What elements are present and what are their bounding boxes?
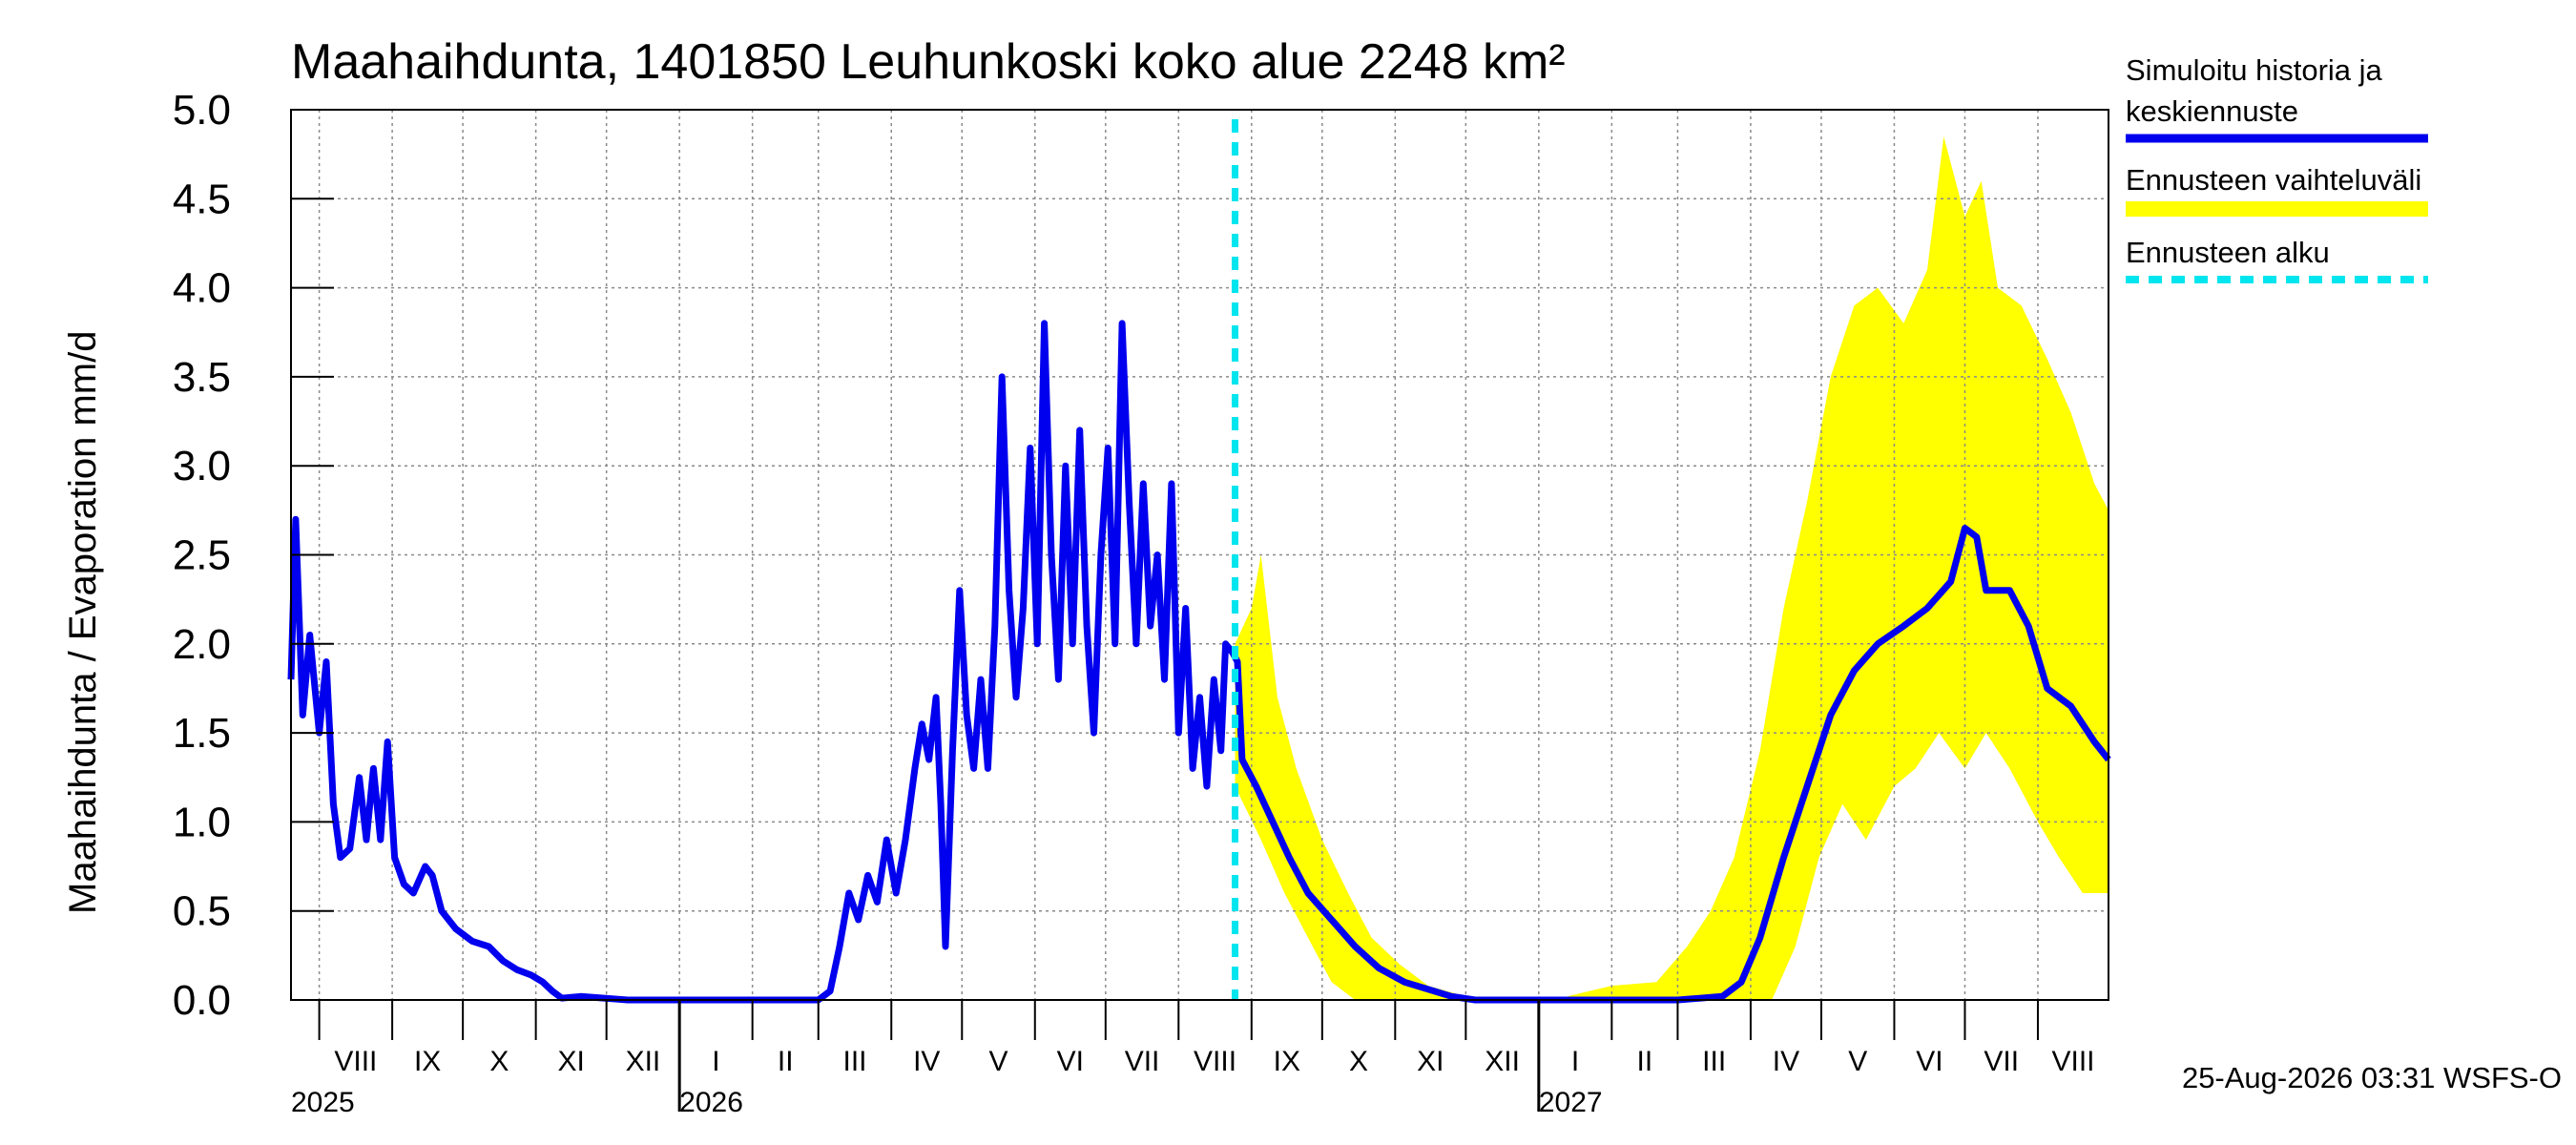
x-month-label: VIII bbox=[1194, 1046, 1236, 1077]
x-month-label: X bbox=[1349, 1046, 1368, 1077]
y-tick-label: 0.5 bbox=[173, 888, 231, 935]
x-month-label: VIII bbox=[2051, 1046, 2094, 1077]
x-year-label: 2027 bbox=[1539, 1087, 1603, 1118]
x-month-label: VI bbox=[1057, 1046, 1084, 1077]
x-year-label: 2026 bbox=[679, 1087, 743, 1118]
x-month-label: V bbox=[1848, 1046, 1867, 1077]
x-month-label: XII bbox=[1485, 1046, 1520, 1077]
x-month-label: VII bbox=[1125, 1046, 1160, 1077]
y-tick-label: 3.0 bbox=[173, 443, 231, 489]
legend-label-band: Ennusteen vaihteluväli bbox=[2126, 163, 2421, 197]
x-month-label: II bbox=[1637, 1046, 1653, 1077]
x-month-label: XI bbox=[1417, 1046, 1444, 1077]
y-tick-label: 1.5 bbox=[173, 710, 231, 757]
y-tick-label: 0.0 bbox=[173, 977, 231, 1024]
timestamp-footer: 25-Aug-2026 03:31 WSFS-O bbox=[2182, 1061, 2562, 1094]
y-tick-label: 2.0 bbox=[173, 621, 231, 668]
legend-label-line: Simuloitu historia ja bbox=[2126, 53, 2383, 87]
y-axis-label: Maahaihdunta / Evaporation mm/d bbox=[62, 331, 104, 914]
legend-label-line: keskiennuste bbox=[2126, 94, 2298, 128]
legend: Simuloitu historia ja keskiennuste Ennuste… bbox=[2126, 53, 2428, 283]
legend-label-forecast: Ennusteen alku bbox=[2126, 236, 2330, 269]
chart-title: Maahaihdunta, 1401850 Leuhunkoski koko a… bbox=[291, 34, 1566, 90]
y-tick-label: 5.0 bbox=[173, 87, 231, 134]
x-month-label: IX bbox=[414, 1046, 441, 1077]
x-month-label: XII bbox=[626, 1046, 661, 1077]
y-tick-label: 4.0 bbox=[173, 265, 231, 312]
x-month-label: III bbox=[1702, 1046, 1726, 1077]
forecast-range-band bbox=[1235, 136, 2109, 1000]
x-month-label: I bbox=[1571, 1046, 1579, 1077]
x-month-label: V bbox=[989, 1046, 1008, 1077]
x-month-label: VII bbox=[1984, 1046, 2019, 1077]
y-tick-label: 1.0 bbox=[173, 799, 231, 845]
x-month-label: IX bbox=[1274, 1046, 1300, 1077]
chart-grid bbox=[291, 109, 2109, 1001]
x-month-label: VIII bbox=[334, 1046, 377, 1077]
x-month-label: IV bbox=[1773, 1046, 1799, 1077]
y-tick-label: 2.5 bbox=[173, 532, 231, 579]
forecast-band-area bbox=[1235, 136, 2109, 1000]
x-month-label: IV bbox=[913, 1046, 940, 1077]
x-month-label: X bbox=[489, 1046, 509, 1077]
x-month-label: III bbox=[842, 1046, 866, 1077]
x-month-label: I bbox=[712, 1046, 719, 1077]
x-year-label: 2025 bbox=[291, 1087, 355, 1118]
y-tick-label: 4.5 bbox=[173, 176, 231, 222]
x-month-label: VI bbox=[1916, 1046, 1942, 1077]
y-tick-label: 3.5 bbox=[173, 354, 231, 401]
x-month-label: XI bbox=[557, 1046, 584, 1077]
x-month-label: II bbox=[778, 1046, 794, 1077]
